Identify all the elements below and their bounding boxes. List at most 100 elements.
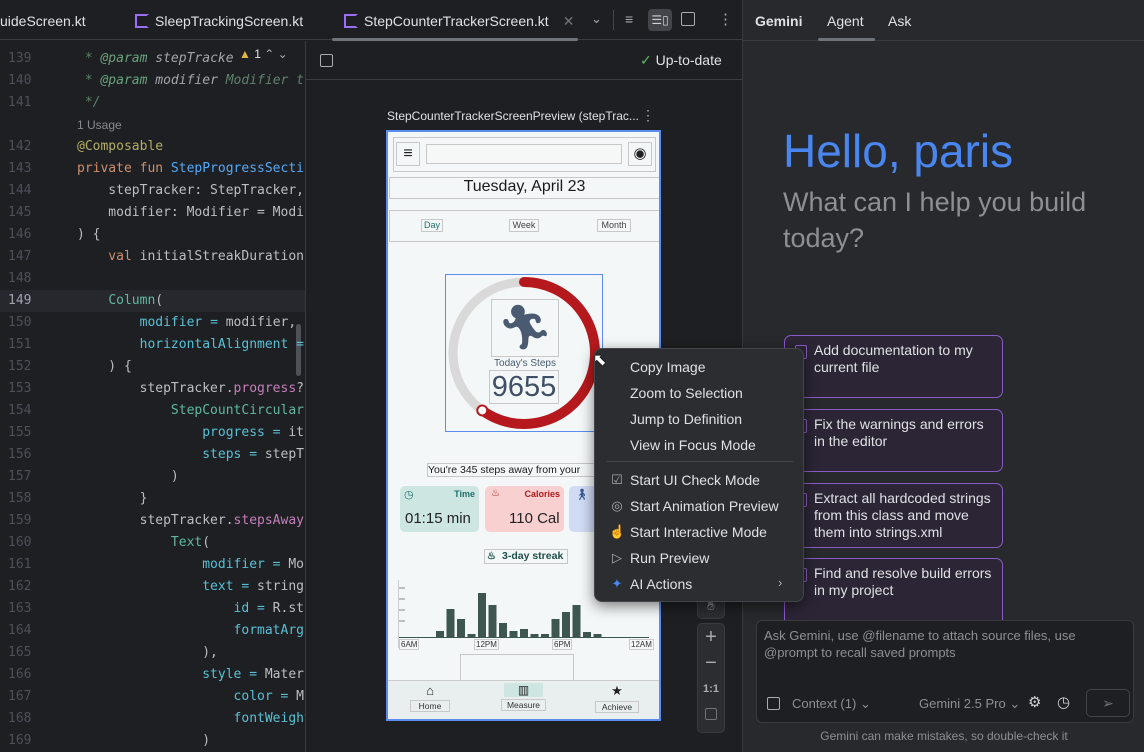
- tab-sleep-tracking[interactable]: SleepTrackingScreen.kt: [135, 0, 303, 40]
- code-token: [77, 601, 234, 616]
- previous-highlight-icon[interactable]: ⌃: [264, 47, 275, 61]
- close-icon[interactable]: ✕: [562, 13, 575, 29]
- warning-indicator[interactable]: ▲ 1 ⌃ ⌄: [236, 47, 291, 61]
- code-view-icon[interactable]: ≡: [625, 11, 634, 27]
- range-week[interactable]: Week: [509, 219, 539, 232]
- code-token: stepTracker.: [77, 381, 234, 396]
- code-line[interactable]: 143 private fun StepProgressSecti: [0, 158, 305, 180]
- fit-screen-icon[interactable]: [705, 708, 717, 720]
- code-text: Column(: [77, 290, 163, 312]
- suggestion-card[interactable]: Find and resolve build errors in my proj…: [784, 558, 1003, 628]
- x-tick-label: 12PM: [474, 639, 499, 650]
- code-token: stepTracker.: [77, 513, 234, 528]
- code-text: Text(: [77, 532, 210, 554]
- code-line[interactable]: 162 text = string: [0, 576, 305, 598]
- chevron-down-icon[interactable]: ⌄: [591, 11, 602, 26]
- send-button[interactable]: ➢: [1086, 689, 1130, 717]
- zoom-in-icon[interactable]: +: [705, 626, 717, 648]
- code-line[interactable]: 156 steps = stepTr: [0, 444, 305, 466]
- code-line[interactable]: 155 progress = it: [0, 422, 305, 444]
- menu-item[interactable]: Jump to Definition: [630, 411, 743, 427]
- tab-ask[interactable]: Ask: [888, 13, 912, 29]
- menu-item[interactable]: Zoom to Selection: [630, 385, 743, 401]
- tab-guide-screen[interactable]: uideScreen.kt: [0, 0, 86, 40]
- device-preview[interactable]: ≡ ◉ Tuesday, April 23 Day Week Month 🏃︎ …: [386, 130, 661, 721]
- code-line[interactable]: 146) {: [0, 224, 305, 246]
- code-line[interactable]: 1 Usage: [0, 114, 305, 136]
- code-line[interactable]: 160 Text(: [0, 532, 305, 554]
- code-line[interactable]: 150 modifier = modifier,: [0, 312, 305, 334]
- code-line[interactable]: 153 stepTracker.progress?: [0, 378, 305, 400]
- profile-icon[interactable]: ◉: [628, 142, 652, 166]
- code-line[interactable]: 168 fontWeight: [0, 708, 305, 730]
- code-line[interactable]: 140 * @param modifier Modifier t: [0, 70, 305, 92]
- tab-step-counter[interactable]: StepCounterTrackerScreen.kt ✕: [344, 0, 574, 40]
- history-icon[interactable]: ◷: [1057, 694, 1071, 711]
- code-line[interactable]: 141 */: [0, 92, 305, 114]
- more-options-icon[interactable]: ⋮: [718, 11, 733, 28]
- code-line[interactable]: 159 stepTracker.stepsAway: [0, 510, 305, 532]
- menu-icon[interactable]: ≡: [396, 142, 420, 166]
- code-line[interactable]: 149 Column(: [0, 290, 305, 312]
- code-editor[interactable]: ▲ 1 ⌃ ⌄ 139 * @param stepTracke 140 * @pa…: [0, 41, 306, 752]
- chart-bar: [446, 609, 455, 637]
- code-line[interactable]: 145 modifier: Modifier = Modi: [0, 202, 305, 224]
- zoom-actual-size[interactable]: 1:1: [703, 683, 719, 695]
- clock-icon: ◷: [404, 489, 414, 501]
- split-view-icon[interactable]: ☰▯: [648, 9, 672, 31]
- next-highlight-icon[interactable]: ⌄: [277, 47, 288, 61]
- code-line[interactable]: 167 color = M: [0, 686, 305, 708]
- suggestion-card[interactable]: Fix the warnings and errors in the edito…: [784, 409, 1003, 472]
- preview-more-icon[interactable]: ⋮: [641, 107, 655, 123]
- suggestion-card[interactable]: Extract all hardcoded strings from this …: [784, 483, 1003, 548]
- menu-item[interactable]: Run Preview: [630, 550, 710, 566]
- code-line[interactable]: 161 modifier = Mo: [0, 554, 305, 576]
- chart-bar: [520, 629, 528, 637]
- code-line[interactable]: 165 ),: [0, 642, 305, 664]
- warning-icon: ▲: [239, 47, 251, 61]
- check-icon: ✓: [640, 52, 652, 68]
- gemini-title: Gemini: [755, 13, 803, 29]
- settings-icon[interactable]: ⚙: [1028, 694, 1042, 711]
- code-line[interactable]: 157 ): [0, 466, 305, 488]
- code-line[interactable]: 163 id = R.st: [0, 598, 305, 620]
- sparkle-icon: ✦: [611, 576, 623, 591]
- menu-item[interactable]: Copy Image: [630, 359, 706, 375]
- nav-measure[interactable]: ▥ Measure: [501, 683, 546, 719]
- code-line[interactable]: 139 * @param stepTracke: [0, 48, 305, 70]
- design-view-icon[interactable]: [681, 12, 695, 26]
- menu-item[interactable]: Start UI Check Mode: [630, 472, 760, 488]
- search-field[interactable]: [426, 144, 622, 164]
- range-month[interactable]: Month: [597, 219, 631, 232]
- code-line[interactable]: 164 formatArgs: [0, 620, 305, 642]
- nav-achieve[interactable]: ★ Achieve: [595, 683, 639, 719]
- model-dropdown[interactable]: Gemini 2.5 Pro ⌄: [919, 696, 1020, 712]
- code-line[interactable]: 154 StepCountCircular: [0, 400, 305, 422]
- code-line[interactable]: 169 ): [0, 730, 305, 752]
- code-token: 1 Usage: [77, 118, 122, 132]
- zoom-out-icon[interactable]: −: [705, 652, 717, 674]
- menu-item[interactable]: Start Animation Preview: [630, 498, 779, 514]
- code-line[interactable]: 147 val initialStreakDuration: [0, 246, 305, 268]
- range-day[interactable]: Day: [421, 219, 443, 232]
- code-token: stepTr: [264, 447, 305, 462]
- editor-scrollbar[interactable]: [296, 324, 301, 376]
- menu-item[interactable]: View in Focus Mode: [630, 437, 756, 453]
- suggestion-card[interactable]: Add documentation to my current file: [784, 335, 1003, 398]
- attach-image-icon[interactable]: [767, 697, 780, 710]
- code-line[interactable]: 151 horizontalAlignment =: [0, 334, 305, 356]
- code-line[interactable]: 158 }: [0, 488, 305, 510]
- menu-item[interactable]: AI Actions: [630, 576, 693, 592]
- code-line[interactable]: 144 stepTracker: StepTracker,: [0, 180, 305, 202]
- context-dropdown[interactable]: Context (1) ⌄: [792, 696, 871, 712]
- code-line[interactable]: 166 style = Mater: [0, 664, 305, 686]
- code-text: color = M: [77, 686, 304, 708]
- code-line[interactable]: 152 ) {: [0, 356, 305, 378]
- nav-home[interactable]: ⌂ Home: [408, 683, 452, 719]
- menu-item[interactable]: Start Interactive Mode: [630, 524, 767, 540]
- layout-options-icon[interactable]: [320, 54, 333, 67]
- code-line[interactable]: 148: [0, 268, 305, 290]
- code-line[interactable]: 142 @Composable: [0, 136, 305, 158]
- prompt-input[interactable]: Ask Gemini, use @filename to attach sour…: [764, 628, 1076, 660]
- tab-agent[interactable]: Agent: [827, 13, 864, 29]
